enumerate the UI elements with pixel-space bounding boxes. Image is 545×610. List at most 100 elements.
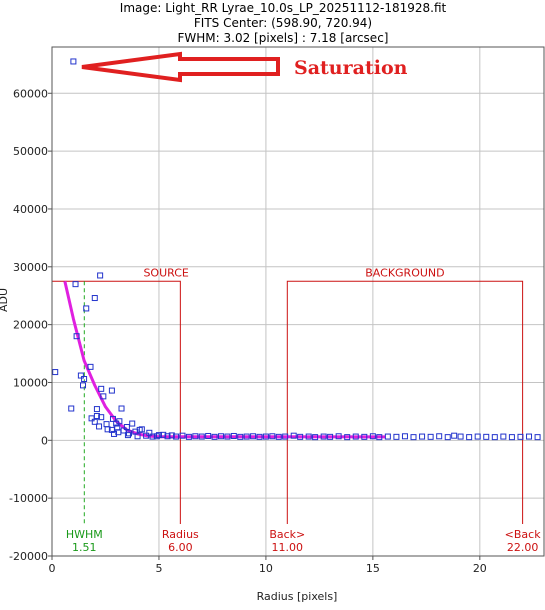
data-point (72, 281, 79, 288)
y-tick-label: 40000 (13, 203, 48, 216)
data-point (230, 432, 237, 439)
data-point (111, 430, 118, 437)
data-point (237, 433, 244, 440)
marker-value: 22.00 (507, 541, 539, 554)
y-tick-label: 20000 (13, 319, 48, 332)
data-point (97, 272, 104, 279)
saturation-label: Saturation (294, 57, 408, 79)
data-point (217, 433, 224, 440)
data-point (118, 405, 125, 412)
data-point (427, 433, 434, 440)
x-tick-label: 0 (49, 562, 56, 575)
data-point (327, 433, 334, 440)
data-point (444, 434, 451, 441)
background-annulus-box (286, 280, 524, 524)
data-point (290, 432, 297, 439)
data-point (457, 433, 464, 440)
plot-border (51, 46, 545, 557)
data-point (109, 415, 116, 422)
data-point (91, 418, 98, 425)
data-point (134, 433, 141, 440)
data-point (534, 434, 541, 441)
data-point (164, 433, 171, 440)
data-point (451, 432, 458, 439)
data-point (129, 420, 136, 427)
data-point (344, 434, 351, 441)
data-point (168, 432, 175, 439)
chart-title-image: Image: Light_RR Lyrae_10.0s_LP_20251112-… (120, 1, 447, 15)
data-point (98, 385, 105, 392)
saturation-annotation: Saturation (81, 51, 408, 83)
data-point (185, 433, 192, 440)
data-point (250, 433, 257, 440)
data-point (173, 433, 180, 440)
data-point (192, 433, 199, 440)
data-point (87, 363, 94, 370)
data-point (98, 414, 105, 421)
data-point (52, 369, 59, 376)
data-point (124, 432, 131, 439)
data-point (262, 433, 269, 440)
marker-label: Radius (162, 528, 199, 541)
data-point (320, 433, 327, 440)
arrow-left-icon (81, 51, 280, 83)
marker-value: 11.00 (272, 541, 304, 554)
data-point (93, 406, 100, 413)
data-point (160, 431, 167, 438)
y-tick-label: 10000 (13, 376, 48, 389)
y-tick-label: 30000 (13, 261, 48, 274)
x-tick-label: 5 (155, 562, 162, 575)
data-point (123, 424, 130, 431)
data-point (146, 429, 153, 436)
data-point (384, 433, 391, 440)
data-point (297, 433, 304, 440)
data-point (224, 433, 231, 440)
data-point (393, 433, 400, 440)
data-point (376, 434, 383, 441)
data-point (149, 433, 156, 440)
data-point (491, 434, 498, 441)
data-point (198, 433, 205, 440)
plot-frame (51, 46, 545, 557)
data-point (410, 434, 417, 441)
data-points (52, 58, 541, 441)
data-point (83, 305, 90, 312)
data-point (91, 295, 98, 302)
chart-title-fits-center: FITS Center: (598.90, 720.94) (194, 16, 372, 30)
data-point (68, 405, 75, 412)
data-point (275, 433, 282, 440)
data-point (361, 433, 368, 440)
data-point (205, 432, 212, 439)
x-tick-label: 15 (366, 562, 380, 575)
y-tick-label: 0 (41, 434, 48, 447)
y-axis-label: ADU (0, 288, 10, 312)
data-point (211, 433, 218, 440)
data-point (312, 434, 319, 441)
hwhm-value: 1.51 (72, 541, 97, 554)
data-point (93, 413, 100, 420)
y-tick-label: -10000 (9, 492, 48, 505)
data-point (77, 372, 84, 379)
data-point (369, 433, 376, 440)
data-point (73, 333, 80, 340)
data-point (419, 433, 426, 440)
data-point (155, 432, 162, 439)
data-point (80, 382, 87, 389)
data-point (335, 433, 342, 440)
y-tick-label: 60000 (13, 87, 48, 100)
aperture-boxes: SOURCE BACKGROUND (52, 266, 524, 524)
data-point (70, 58, 77, 65)
data-point (500, 433, 507, 440)
data-point (305, 433, 312, 440)
data-point (138, 426, 145, 433)
marker-value: 6.00 (168, 541, 193, 554)
data-point (243, 433, 250, 440)
data-point (126, 430, 133, 437)
hwhm-label: HWHM (66, 528, 103, 541)
marker-label: <Back (505, 528, 542, 541)
x-tick-label: 20 (473, 562, 487, 575)
data-point (269, 433, 276, 440)
